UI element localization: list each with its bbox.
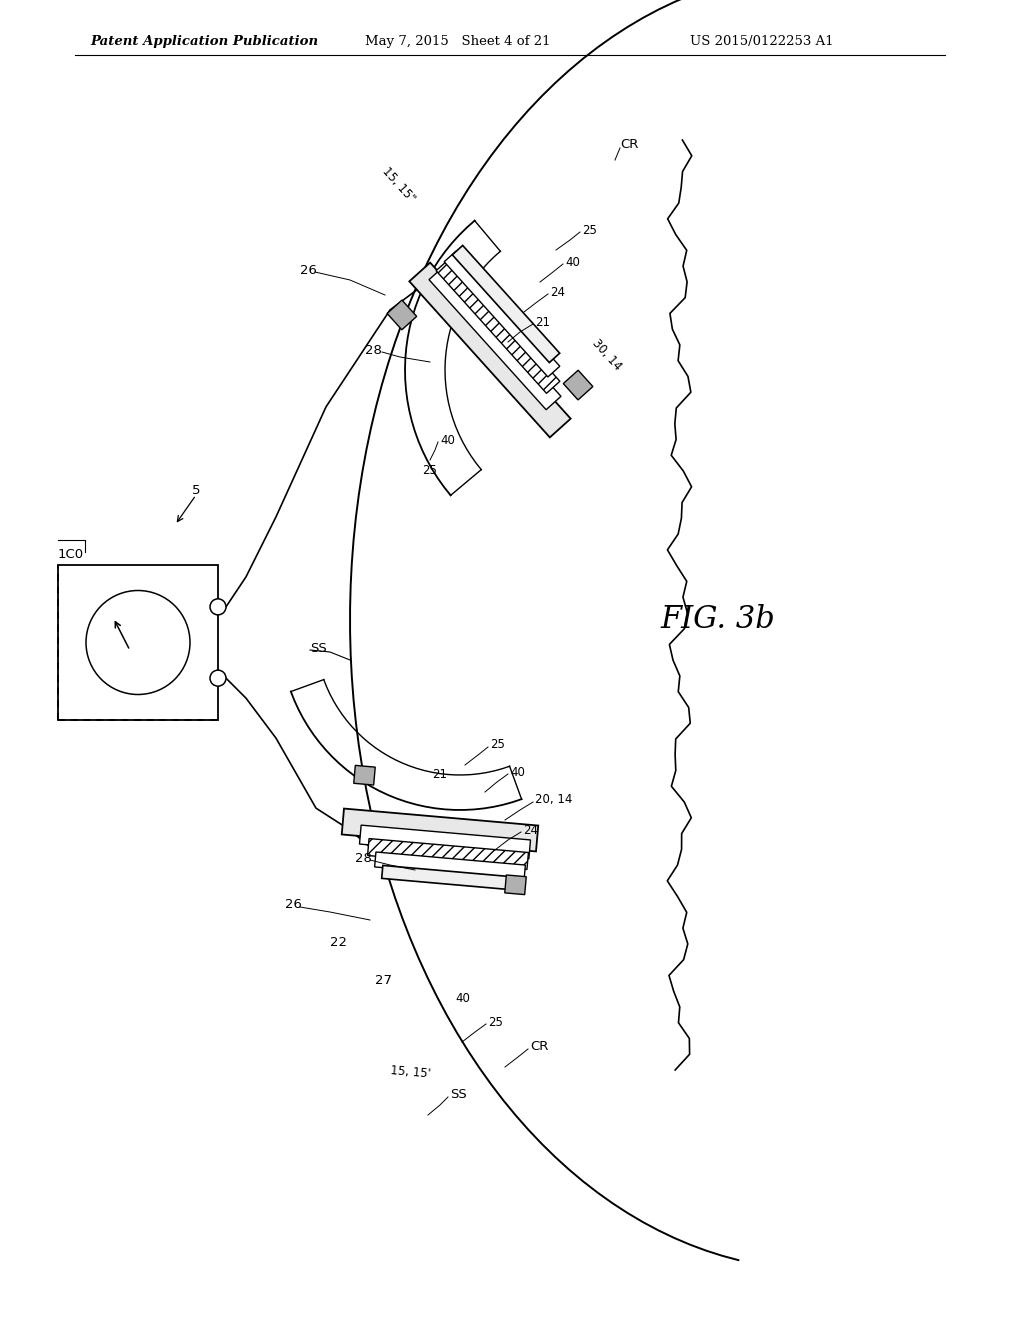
Text: 40: 40: [454, 991, 470, 1005]
Polygon shape: [443, 251, 559, 378]
Text: 5: 5: [192, 483, 201, 496]
Circle shape: [86, 590, 190, 694]
Text: 15, 15": 15, 15": [380, 165, 418, 205]
Text: Patent Application Publication: Patent Application Publication: [90, 36, 318, 48]
Polygon shape: [504, 875, 526, 895]
Polygon shape: [409, 263, 570, 437]
Text: 24: 24: [549, 285, 565, 298]
Polygon shape: [429, 267, 560, 409]
Polygon shape: [451, 246, 559, 363]
Text: 26: 26: [284, 899, 302, 912]
Polygon shape: [374, 851, 525, 880]
Text: 21: 21: [432, 768, 446, 781]
Polygon shape: [359, 825, 530, 859]
Text: 40: 40: [565, 256, 580, 268]
Text: FIG. 3b: FIG. 3b: [659, 605, 774, 635]
Text: 20, 14: 20, 14: [535, 793, 572, 807]
Bar: [58, 565, 218, 719]
Polygon shape: [341, 809, 538, 851]
Text: 40: 40: [439, 433, 454, 446]
Text: 25: 25: [489, 738, 504, 751]
Text: 26: 26: [300, 264, 317, 276]
Text: 40: 40: [510, 766, 525, 779]
Polygon shape: [436, 259, 559, 393]
Text: 30, 14: 30, 14: [589, 337, 624, 374]
Polygon shape: [381, 866, 522, 891]
Text: 24: 24: [523, 824, 537, 837]
Polygon shape: [367, 838, 528, 870]
Text: CR: CR: [620, 139, 638, 152]
Circle shape: [210, 671, 226, 686]
Text: CR: CR: [530, 1040, 548, 1053]
Text: 25: 25: [582, 223, 596, 236]
Polygon shape: [562, 370, 592, 400]
Polygon shape: [387, 300, 417, 330]
Polygon shape: [354, 766, 375, 785]
Text: 27: 27: [375, 974, 391, 986]
Text: 15, 15': 15, 15': [389, 1064, 431, 1080]
Text: 21: 21: [535, 315, 549, 329]
Text: May 7, 2015   Sheet 4 of 21: May 7, 2015 Sheet 4 of 21: [365, 36, 550, 48]
Text: SS: SS: [449, 1089, 467, 1101]
Text: 25: 25: [487, 1015, 502, 1028]
Text: 28: 28: [355, 851, 372, 865]
Circle shape: [210, 599, 226, 615]
Text: 28: 28: [365, 343, 381, 356]
Text: 1C0: 1C0: [58, 549, 84, 561]
Text: US 2015/0122253 A1: US 2015/0122253 A1: [689, 36, 833, 48]
Text: 22: 22: [330, 936, 346, 949]
Text: 25: 25: [422, 463, 436, 477]
Text: SS: SS: [310, 642, 326, 655]
